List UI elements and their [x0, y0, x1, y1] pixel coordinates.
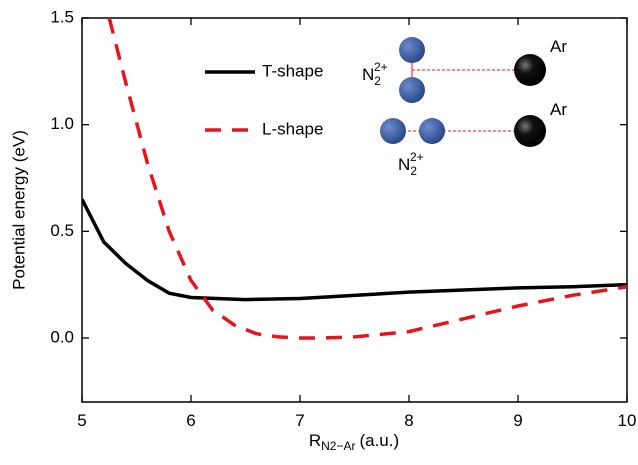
x-tick-label: 7 — [295, 411, 304, 430]
plot-area — [82, 18, 627, 340]
ion-base: N — [362, 65, 374, 84]
x-tick-label: 6 — [186, 411, 195, 430]
y-tick-label: 0.5 — [50, 221, 74, 240]
ion-sub: 2 — [374, 74, 381, 88]
molecule-inset — [380, 37, 546, 147]
x-tick-label: 10 — [618, 411, 637, 430]
legend-label: T-shape — [262, 61, 323, 80]
series-line — [82, 198, 627, 302]
y-tick-label: 1.5 — [50, 7, 74, 26]
ion-label: N22+ — [362, 60, 388, 88]
ion-sub: 2 — [410, 164, 417, 178]
x-label-sub: N2−Ar — [321, 439, 355, 453]
annotation: Ar — [550, 37, 567, 56]
x-tick-label: 8 — [404, 411, 413, 430]
ion-sup: 2+ — [410, 150, 424, 164]
y-axis-label: Potential energy (eV) — [9, 130, 28, 290]
ion-sup: 2+ — [374, 60, 388, 74]
plot-frame — [81, 17, 628, 403]
x-label-unit: (a.u.) — [359, 431, 399, 450]
legend-label: L-shape — [262, 119, 323, 138]
ion-label: N22+ — [398, 150, 424, 178]
x-tick-label: 5 — [77, 411, 86, 430]
y-tick-label: 1.0 — [50, 114, 74, 133]
series-line — [107, 18, 627, 340]
annotation: Ar — [550, 100, 567, 119]
x-tick-label: 9 — [513, 411, 522, 430]
ion-base: N — [398, 155, 410, 174]
y-tick-label: 0.0 — [50, 327, 74, 346]
x-axis-label: RN2−Ar (a.u.) — [309, 431, 399, 453]
x-label-main: R — [309, 431, 321, 450]
